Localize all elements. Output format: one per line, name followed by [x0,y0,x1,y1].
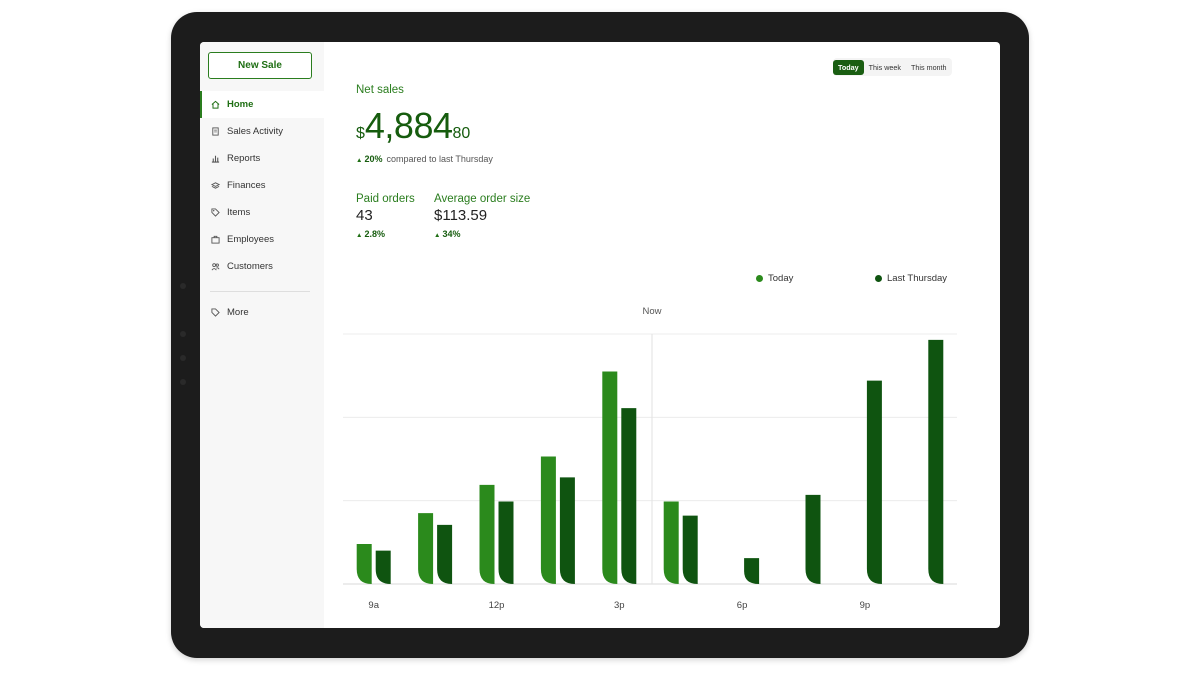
average-order-metric: Average order size $113.59 ▲ 34% [434,193,530,239]
people-icon [211,262,220,271]
sidebar-item-home[interactable]: Home [200,91,324,118]
sidebar-item-label: Customers [227,261,273,272]
sidebar-item-finances[interactable]: Finances [200,172,324,199]
sidebar-item-more[interactable]: More [200,299,324,326]
average-order-label: Average order size [434,193,531,205]
legend-last-thursday: Last Thursday [875,273,947,284]
change-percent: 20% [364,154,383,164]
sidebar-item-customers[interactable]: Customers [200,253,324,280]
sidebar-item-label: Reports [227,153,261,164]
bar-last-thursday [437,524,453,584]
net-sales-cents: 80 [452,125,471,142]
currency-symbol: $ [356,125,365,142]
x-tick-label: 12p [489,600,505,611]
sidebar-item-label: Finances [227,180,266,191]
date-range-toggle: Today This week This month [833,58,952,76]
bar-last-thursday [928,339,944,584]
bar-last-thursday [621,408,637,584]
screen: New Sale Home Sales Activity [200,42,1000,628]
sidebar-nav: Home Sales Activity Reports [200,91,324,280]
briefcase-icon [211,235,220,244]
tag-icon [211,208,220,217]
x-tick-label: 9p [860,600,871,611]
up-arrow-icon: ▲ [434,232,441,239]
net-sales-comparison: ▲ 20% compared to last Thursday [356,154,493,164]
x-tick-label: 6p [737,600,748,611]
paid-orders-change-value: 2.8% [364,229,385,239]
legend-dot-today [756,275,763,282]
sidebar-item-label: Home [227,99,254,110]
bar-last-thursday [805,494,821,584]
net-sales-label: Net sales [356,84,404,96]
sidebar-item-sales-activity[interactable]: Sales Activity [200,118,324,145]
paid-orders-metric: Paid orders 43 ▲ 2.8% [356,193,415,239]
sidebar: New Sale Home Sales Activity [200,42,324,628]
net-sales-whole: 4,884 [364,105,453,146]
bar-last-thursday [498,501,514,584]
legend-dot-last-thursday [875,275,882,282]
hourly-sales-chart: Now 9a 12p 3p 6p 9p [343,306,957,611]
change-text: compared to last Thursday [386,154,493,164]
camera-dot [180,355,186,361]
home-icon [211,100,220,109]
x-tick-label: 3p [614,600,625,611]
sidebar-item-label: More [227,307,249,318]
average-order-change-value: 34% [442,229,461,239]
bar-last-thursday [375,550,391,584]
now-label: Now [642,306,661,317]
new-sale-button[interactable]: New Sale [208,52,312,79]
more-tag-icon [211,308,220,317]
paid-orders-change: ▲ 2.8% [356,229,415,239]
average-order-change: ▲ 34% [434,229,530,239]
up-arrow-icon: ▲ [356,157,363,164]
average-order-value: $113.59 [434,207,488,224]
up-arrow-icon: ▲ [356,232,363,239]
legend-today: Today [756,273,793,284]
range-this-week-button[interactable]: This week [868,62,901,72]
bar-chart-icon [211,154,220,163]
camera-dot [180,283,186,289]
range-this-month-button[interactable]: This month [911,62,947,72]
x-tick-label: 9a [368,600,379,611]
camera-dot [180,331,186,337]
stack-icon [211,181,220,190]
sidebar-item-reports[interactable]: Reports [200,145,324,172]
receipt-icon [211,127,220,136]
tablet-frame: New Sale Home Sales Activity [171,12,1029,658]
bar-today [479,484,495,584]
camera-dot [180,379,186,385]
paid-orders-label: Paid orders [356,193,415,205]
sidebar-divider [210,291,310,292]
bar-today [602,371,618,584]
bar-last-thursday [744,558,760,584]
bar-last-thursday [559,477,575,584]
sidebar-item-items[interactable]: Items [200,199,324,226]
net-sales-amount: $ 4,884 80 [356,105,470,147]
bar-today [418,513,434,584]
bar-last-thursday [866,380,882,584]
range-today-button[interactable]: Today [833,59,864,75]
legend-last-thursday-label: Last Thursday [887,273,948,284]
paid-orders-value: 43 [356,207,373,224]
sidebar-item-label: Employees [227,234,274,245]
sidebar-item-label: Sales Activity [227,126,283,137]
sidebar-item-employees[interactable]: Employees [200,226,324,253]
bar-today [663,501,679,584]
sidebar-item-label: Items [227,207,251,218]
legend-today-label: Today [768,273,794,284]
bar-last-thursday [682,515,698,584]
bar-today [540,456,556,584]
bar-today [356,544,372,584]
